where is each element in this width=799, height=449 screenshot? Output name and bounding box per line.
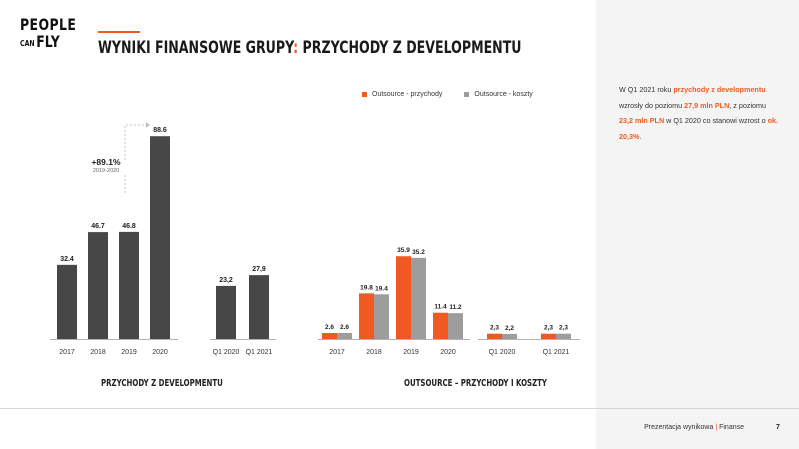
footer-separator: | bbox=[715, 424, 718, 431]
outsource-category-label-3: 2020 bbox=[440, 349, 456, 356]
dev-bar-2 bbox=[119, 231, 139, 339]
cost-value-label-3: 11.2 bbox=[449, 304, 462, 311]
outsource-category-label-4: Q1 2020 bbox=[489, 349, 516, 356]
revenue-bar-5 bbox=[541, 333, 556, 339]
dev-category-label-2: 2019 bbox=[121, 349, 137, 356]
logo-fly: FLY bbox=[36, 32, 60, 51]
title-part1: WYNIKI FINANSOWE GRUPY bbox=[98, 38, 294, 58]
growth-annotation: +89.1% 2019-2020 bbox=[86, 157, 126, 174]
revenue-value-label-5: 2,3 bbox=[544, 325, 553, 332]
growth-arrow-icon bbox=[146, 122, 150, 128]
footer-section: Finanse bbox=[719, 424, 744, 431]
cost-bar-4 bbox=[502, 333, 517, 339]
page-title: WYNIKI FINANSOWE GRUPY: PRZYCHODY Z DEVE… bbox=[98, 38, 522, 58]
chart-left-caption: PRZYCHODY Z DEVELOPMENTU bbox=[101, 378, 223, 389]
desc-p4: w Q1 2020 co stanowi wzrost o bbox=[664, 116, 768, 125]
revenue-bar-4 bbox=[487, 333, 502, 339]
charts-canvas: 32.4 2017 46.7 2018 46.8 2019 88.6 2020 23,2 Q1 2… bbox=[50, 122, 580, 356]
growth-years: 2019-2020 bbox=[92, 168, 120, 174]
title-part2: PRZYCHODY Z DEVELOPMENTU bbox=[298, 38, 522, 58]
dev-bar-0 bbox=[57, 264, 77, 339]
desc-highlight-3: 23,2 mln PLN bbox=[619, 116, 665, 125]
legend-label-costs: Outsource - koszty bbox=[474, 91, 533, 98]
cost-bar-2 bbox=[411, 257, 426, 339]
dev-value-label-5: 27,9 bbox=[252, 266, 266, 273]
revenue-value-label-2: 35.9 bbox=[397, 247, 410, 254]
legend-item-revenue: Outsource - przychody bbox=[362, 91, 442, 98]
legend-label-revenue: Outsource - przychody bbox=[372, 91, 443, 98]
outsource-category-label-2: 2019 bbox=[403, 349, 419, 356]
company-logo: PEOPLE CAN FLY bbox=[20, 17, 92, 50]
dev-category-label-5: Q1 2021 bbox=[246, 349, 273, 356]
main-panel bbox=[0, 0, 596, 449]
revenue-value-label-3: 11.4 bbox=[434, 304, 447, 311]
dev-category-label-0: 2017 bbox=[59, 349, 75, 356]
chart-outsource: 2.6 19.8 35.9 11.4 2,3 2,3 2.6 19.4 35.2 11.2 2,2 2… bbox=[318, 247, 580, 356]
footer-divider bbox=[0, 408, 799, 409]
dev-value-label-1: 46.7 bbox=[91, 223, 105, 230]
dev-bar-4 bbox=[216, 285, 236, 339]
outsource-category-label-5: Q1 2021 bbox=[543, 349, 570, 356]
cost-bar-0 bbox=[337, 333, 352, 339]
cost-bar-3 bbox=[448, 313, 463, 339]
revenue-bar-3 bbox=[433, 312, 448, 339]
dev-category-label-3: 2020 bbox=[152, 349, 168, 356]
logo-can: CAN bbox=[20, 39, 35, 48]
cost-value-label-4: 2,2 bbox=[505, 325, 514, 332]
dev-bar-3 bbox=[150, 136, 170, 339]
footer-label: Prezentacja wynikowa | Finanse bbox=[644, 424, 744, 431]
revenue-bar-1 bbox=[359, 293, 374, 339]
outsource-category-label-0: 2017 bbox=[329, 349, 345, 356]
legend-swatch-revenue bbox=[362, 92, 367, 97]
legend-item-costs: Outsource - koszty bbox=[464, 91, 533, 98]
cost-value-label-0: 2.6 bbox=[340, 324, 349, 331]
logo-line2: CAN FLY bbox=[20, 34, 76, 50]
dev-bar-5 bbox=[249, 275, 269, 339]
desc-p2: wzrosły do poziomu bbox=[619, 100, 685, 110]
dev-value-label-3: 88.6 bbox=[153, 127, 167, 134]
revenue-bar-2 bbox=[396, 256, 411, 339]
desc-highlight-1: przychody z developmentu bbox=[673, 85, 766, 94]
description-text: W Q1 2021 roku przychody z developmentu … bbox=[619, 82, 779, 144]
cost-bar-1 bbox=[374, 294, 389, 339]
logo-line1: PEOPLE bbox=[20, 15, 77, 34]
chart-legend: Outsource - przychody Outsource - koszty bbox=[362, 91, 533, 98]
revenue-value-label-4: 2,3 bbox=[490, 325, 499, 332]
cost-bar-5 bbox=[556, 333, 571, 339]
dev-value-label-0: 32.4 bbox=[60, 256, 74, 263]
desc-p5: . bbox=[639, 131, 642, 141]
legend-swatch-costs bbox=[464, 92, 470, 97]
cost-value-label-5: 2,3 bbox=[559, 325, 568, 332]
footer-text: Prezentacja wynikowa bbox=[644, 424, 714, 431]
side-panel bbox=[596, 0, 799, 449]
dev-category-label-1: 2018 bbox=[90, 349, 106, 356]
growth-connector bbox=[124, 124, 146, 160]
growth-percent: +89.1% bbox=[91, 157, 121, 167]
cost-value-label-1: 19.4 bbox=[375, 285, 388, 292]
desc-p3: , z poziomu bbox=[729, 100, 767, 110]
dev-value-label-2: 46.8 bbox=[122, 223, 136, 230]
title-colon: : bbox=[293, 38, 299, 58]
dev-value-label-4: 23,2 bbox=[219, 277, 233, 284]
chart-right-caption: OUTSOURCE – PRZYCHODY I KOSZTY bbox=[404, 378, 548, 389]
page-number: 7 bbox=[776, 424, 780, 431]
desc-highlight-2: 27,9 mln PLN bbox=[684, 100, 730, 110]
revenue-value-label-1: 19.8 bbox=[360, 284, 373, 291]
desc-highlight-4: ok. 20,3% bbox=[619, 116, 778, 141]
desc-p1: W Q1 2021 roku bbox=[619, 85, 674, 94]
chart-dev-revenue: 32.4 2017 46.7 2018 46.8 2019 88.6 2020 23,2 Q1 2… bbox=[50, 127, 276, 356]
outsource-category-label-1: 2018 bbox=[366, 349, 382, 356]
revenue-value-label-0: 2.6 bbox=[325, 324, 334, 331]
cost-value-label-2: 35.2 bbox=[412, 249, 425, 256]
title-accent-line bbox=[98, 31, 140, 33]
dev-bar-1 bbox=[88, 232, 108, 339]
revenue-bar-0 bbox=[322, 333, 337, 339]
dev-category-label-4: Q1 2020 bbox=[213, 349, 240, 356]
